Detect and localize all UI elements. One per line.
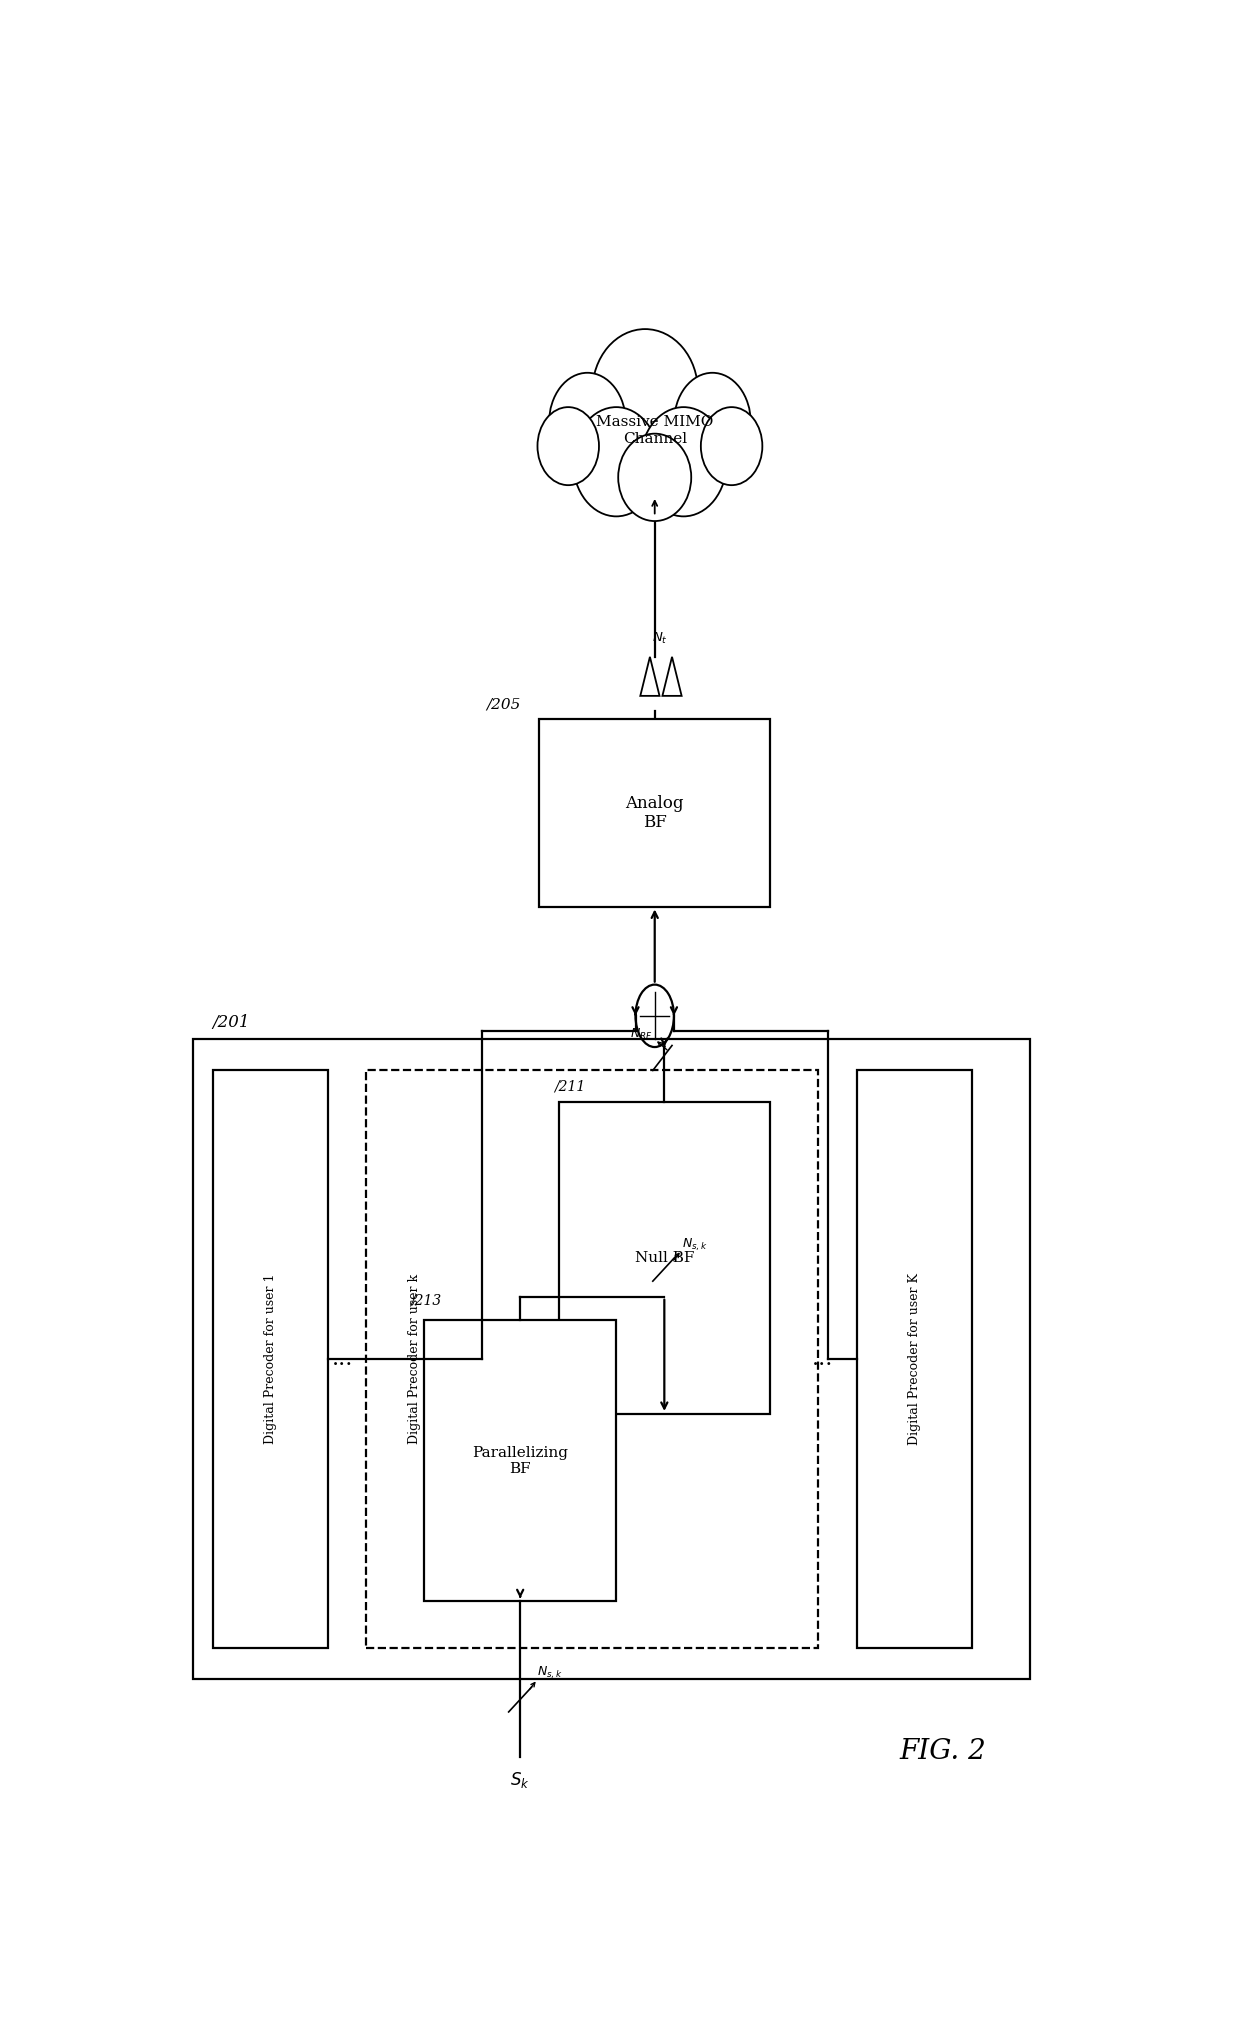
Ellipse shape [675, 373, 751, 472]
Text: ...: ... [332, 1348, 353, 1370]
Text: Analog
BF: Analog BF [625, 795, 684, 831]
Text: FIG. 2: FIG. 2 [900, 1737, 986, 1766]
Text: $N_{RF}$: $N_{RF}$ [630, 1028, 652, 1042]
Bar [558, 1101, 770, 1415]
Text: Parallelizing
BF: Parallelizing BF [472, 1445, 568, 1476]
Text: $S_k$: $S_k$ [511, 1770, 529, 1790]
Ellipse shape [549, 373, 626, 472]
Text: $N_{s,k}$: $N_{s,k}$ [682, 1236, 707, 1253]
Ellipse shape [701, 407, 763, 484]
Text: /201: /201 [213, 1014, 250, 1032]
Ellipse shape [619, 434, 691, 521]
Text: Digital Precoder for user 1: Digital Precoder for user 1 [264, 1273, 277, 1445]
Text: /205: /205 [486, 697, 521, 711]
Ellipse shape [537, 407, 599, 484]
Bar [424, 1320, 616, 1601]
Bar [539, 720, 770, 906]
Ellipse shape [573, 407, 660, 517]
Text: Null BF: Null BF [635, 1251, 694, 1265]
Text: ...: ... [812, 1348, 833, 1370]
Text: /211: /211 [554, 1080, 585, 1095]
Text: Digital Precoder for user K: Digital Precoder for user K [908, 1273, 920, 1445]
Text: /213: /213 [409, 1293, 441, 1307]
Bar [213, 1070, 327, 1648]
Text: Digital Precoder for user k: Digital Precoder for user k [408, 1275, 420, 1445]
Bar [367, 1070, 818, 1648]
Ellipse shape [640, 407, 727, 517]
Bar [857, 1070, 972, 1648]
Text: $N_t$: $N_t$ [651, 630, 667, 647]
Bar [193, 1040, 1029, 1678]
Text: $N_{s,k}$: $N_{s,k}$ [537, 1664, 563, 1680]
Text: Massive MIMO
Channel: Massive MIMO Channel [596, 416, 713, 446]
Ellipse shape [593, 328, 698, 454]
